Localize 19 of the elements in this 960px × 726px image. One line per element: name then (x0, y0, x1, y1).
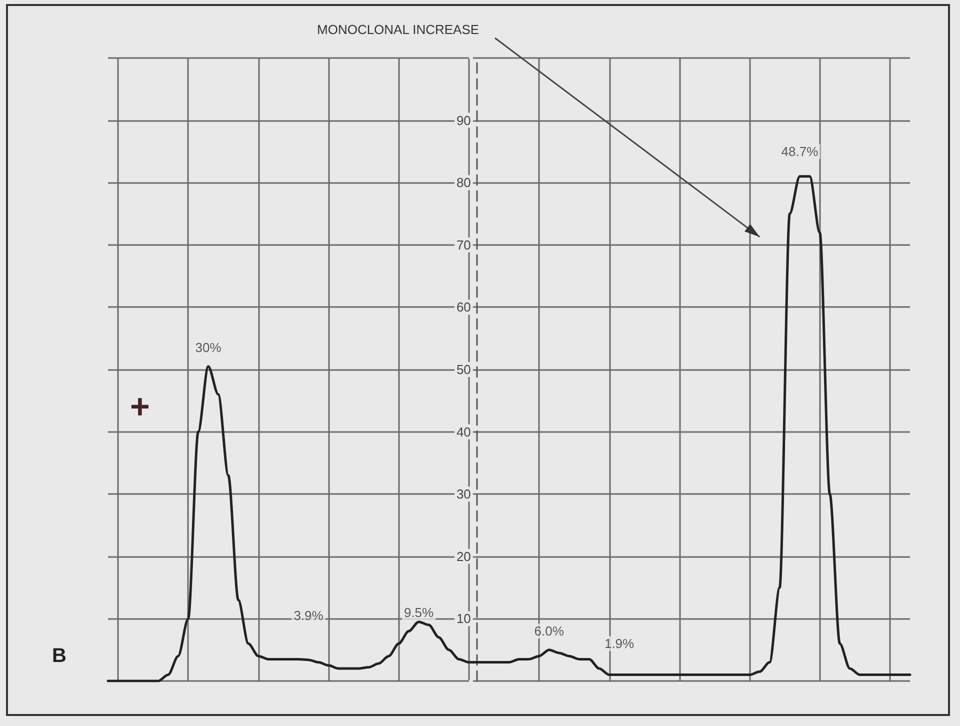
y-tick-label: 30 (456, 486, 471, 502)
line-series (106, 175, 912, 682)
y-tick-label: 90 (456, 112, 471, 128)
y-tick-label: 40 (456, 424, 471, 440)
y-tick-label: 80 (456, 175, 471, 190)
annotation: 9.5% (404, 604, 434, 620)
annotation: 6.0% (534, 624, 564, 639)
text: B (52, 645, 66, 667)
annotation: 3.9% (294, 608, 324, 624)
y-tick-label: 20 (456, 548, 471, 564)
chart-title: MONOCLONAL INCREASE (317, 22, 480, 37)
y-tick-label: 70 (456, 237, 471, 252)
y-tick-label: 60 (456, 300, 471, 315)
y-tick-label: 50 (456, 362, 471, 377)
annotation: 30% (195, 340, 222, 356)
annotation: + (130, 388, 150, 426)
annotation: 48.7% (781, 144, 819, 159)
y-tick-label: 10 (456, 611, 471, 626)
annotation: 1.9% (604, 636, 635, 652)
